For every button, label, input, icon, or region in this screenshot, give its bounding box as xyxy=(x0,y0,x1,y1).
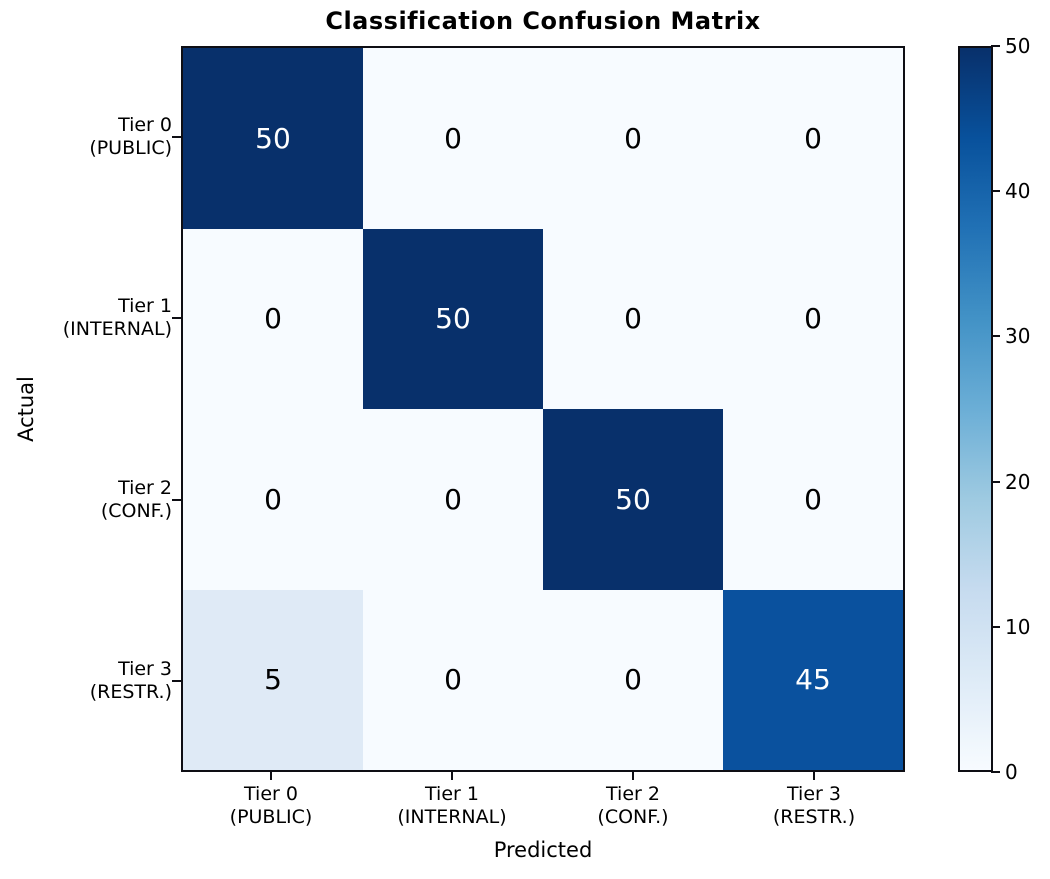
x-tick-mark xyxy=(451,772,453,780)
y-tick-label: Tier 2 (CONF.) xyxy=(101,477,172,523)
matrix-cell: 5 xyxy=(183,589,363,770)
colorbar-tick-mark xyxy=(991,45,1000,47)
colorbar-tick-mark xyxy=(991,481,1000,483)
y-tick-mark xyxy=(172,317,181,319)
heatmap-grid: 50 0 0 0 0 50 0 0 0 0 50 0 5 0 0 45 xyxy=(181,46,905,772)
colorbar-tick-mark xyxy=(991,771,1000,773)
x-tick-mark xyxy=(270,772,272,780)
chart-title: Classification Confusion Matrix xyxy=(325,7,761,35)
x-tick-line1: Tier 1 xyxy=(425,783,479,805)
matrix-cell: 50 xyxy=(543,409,723,590)
matrix-cell: 0 xyxy=(723,48,903,229)
x-tick-line2: (PUBLIC) xyxy=(229,805,313,828)
x-tick-label: Tier 3 (RESTR.) xyxy=(773,783,855,829)
x-tick-label: Tier 2 (CONF.) xyxy=(597,783,668,829)
colorbar-tick-mark xyxy=(991,335,1000,337)
matrix-cell: 0 xyxy=(723,228,903,409)
x-tick-line2: (RESTR.) xyxy=(772,805,856,828)
matrix-cell: 0 xyxy=(543,228,723,409)
matrix-cell: 0 xyxy=(183,228,363,409)
x-tick-label: Tier 0 (PUBLIC) xyxy=(230,783,313,829)
y-tick-label: Tier 0 (PUBLIC) xyxy=(89,114,172,160)
y-tick-mark xyxy=(172,499,181,501)
y-tick-line1: Tier 1 xyxy=(118,295,172,318)
y-tick-line2: (CONF.) xyxy=(100,500,172,522)
matrix-cell: 45 xyxy=(723,589,903,770)
colorbar-tick-label: 30 xyxy=(1005,324,1031,348)
y-tick-line1: Tier 2 xyxy=(118,477,172,500)
x-tick-line2: (CONF.) xyxy=(597,805,669,828)
x-tick-label: Tier 1 (INTERNAL) xyxy=(397,783,506,829)
y-tick-mark xyxy=(172,136,181,138)
y-tick-label: Tier 3 (RESTR.) xyxy=(90,658,172,704)
colorbar-tick-label: 20 xyxy=(1005,470,1031,494)
matrix-cell: 0 xyxy=(363,48,543,229)
y-tick-line2: (PUBLIC) xyxy=(89,137,172,159)
matrix-cell: 0 xyxy=(543,589,723,770)
y-tick-line1: Tier 0 xyxy=(118,114,172,137)
colorbar-tick-mark xyxy=(991,626,1000,628)
y-tick-line2: (INTERNAL) xyxy=(62,318,172,340)
y-tick-mark xyxy=(172,680,181,682)
x-tick-mark xyxy=(632,772,634,780)
matrix-cell: 0 xyxy=(363,589,543,770)
colorbar-tick-label: 40 xyxy=(1005,179,1031,203)
matrix-cell: 0 xyxy=(363,409,543,590)
matrix-cell: 0 xyxy=(543,48,723,229)
y-tick-label: Tier 1 (INTERNAL) xyxy=(63,295,172,341)
y-tick-line2: (RESTR.) xyxy=(89,681,172,703)
colorbar-tick-label: 10 xyxy=(1005,615,1031,639)
colorbar-tick-label: 50 xyxy=(1005,34,1031,58)
matrix-cell: 0 xyxy=(183,409,363,590)
x-tick-line2: (INTERNAL) xyxy=(397,805,507,828)
colorbar-gradient xyxy=(958,46,993,772)
x-tick-line1: Tier 3 xyxy=(787,783,841,805)
colorbar-tick-label: 0 xyxy=(1005,760,1018,784)
x-tick-line1: Tier 2 xyxy=(606,783,660,805)
x-tick-line1: Tier 0 xyxy=(244,783,298,805)
x-tick-mark xyxy=(813,772,815,780)
matrix-cell: 0 xyxy=(723,409,903,590)
matrix-cell: 50 xyxy=(183,48,363,229)
colorbar-tick-mark xyxy=(991,190,1000,192)
y-tick-line1: Tier 3 xyxy=(118,658,172,681)
matrix-cell: 50 xyxy=(363,228,543,409)
y-axis-title: Actual xyxy=(14,376,38,442)
x-axis-title: Predicted xyxy=(493,838,593,862)
